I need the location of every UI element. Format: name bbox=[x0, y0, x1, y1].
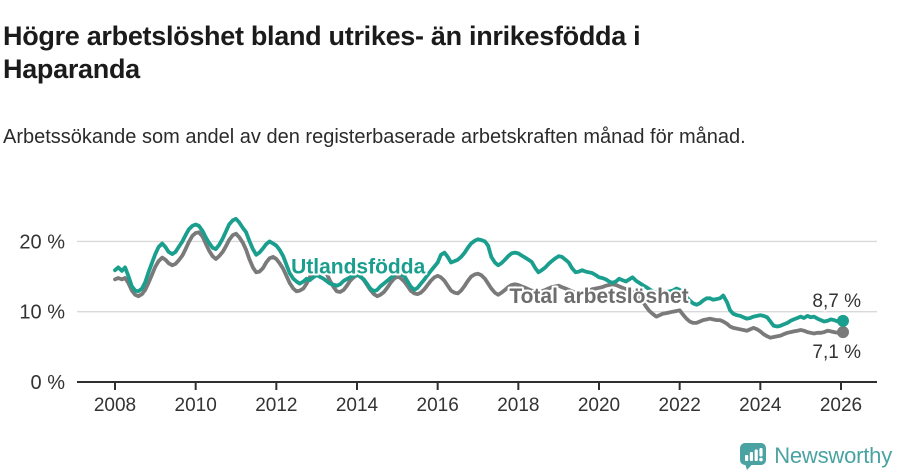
x-tick-label: 2026 bbox=[820, 395, 862, 416]
end-value-label: 8,7 % bbox=[812, 291, 861, 312]
x-tick-label: 2016 bbox=[417, 395, 459, 416]
y-tick-label: 0 % bbox=[31, 372, 66, 394]
x-tick-label: 2010 bbox=[175, 395, 217, 416]
x-tick-label: 2012 bbox=[255, 395, 297, 416]
x-tick-label: 2018 bbox=[497, 395, 539, 416]
y-tick-label: 20 % bbox=[19, 231, 65, 253]
end-value-label: 7,1 % bbox=[812, 342, 861, 363]
x-tick-label: 2022 bbox=[659, 395, 701, 416]
x-tick-label: 2020 bbox=[578, 395, 620, 416]
y-tick-label: 10 % bbox=[19, 302, 65, 324]
chart-subtitle: Arbetssökande som andel av den registerb… bbox=[3, 126, 746, 148]
series-line-utlandsf-dda bbox=[113, 216, 843, 329]
series-end-dot bbox=[836, 326, 849, 339]
series-label-utlandsf-dda: Utlandsfödda bbox=[291, 256, 425, 279]
series-line-total-arbetsl-shet bbox=[113, 230, 843, 340]
newsworthy-attribution[interactable]: Newsworthy bbox=[739, 442, 892, 470]
brand-name: Newsworthy bbox=[774, 443, 892, 468]
series-end-dot bbox=[836, 314, 849, 327]
x-tick-label: 2024 bbox=[739, 395, 782, 416]
series-label-total-arbetsl-shet: Total arbetslöshet bbox=[509, 285, 688, 308]
x-tick-label: 2008 bbox=[94, 395, 136, 416]
newsworthy-logo-icon bbox=[740, 443, 767, 470]
x-tick-label: 2014 bbox=[336, 395, 379, 416]
page-title: Högre arbetslöshet bland utrikes- än inr… bbox=[3, 21, 641, 85]
